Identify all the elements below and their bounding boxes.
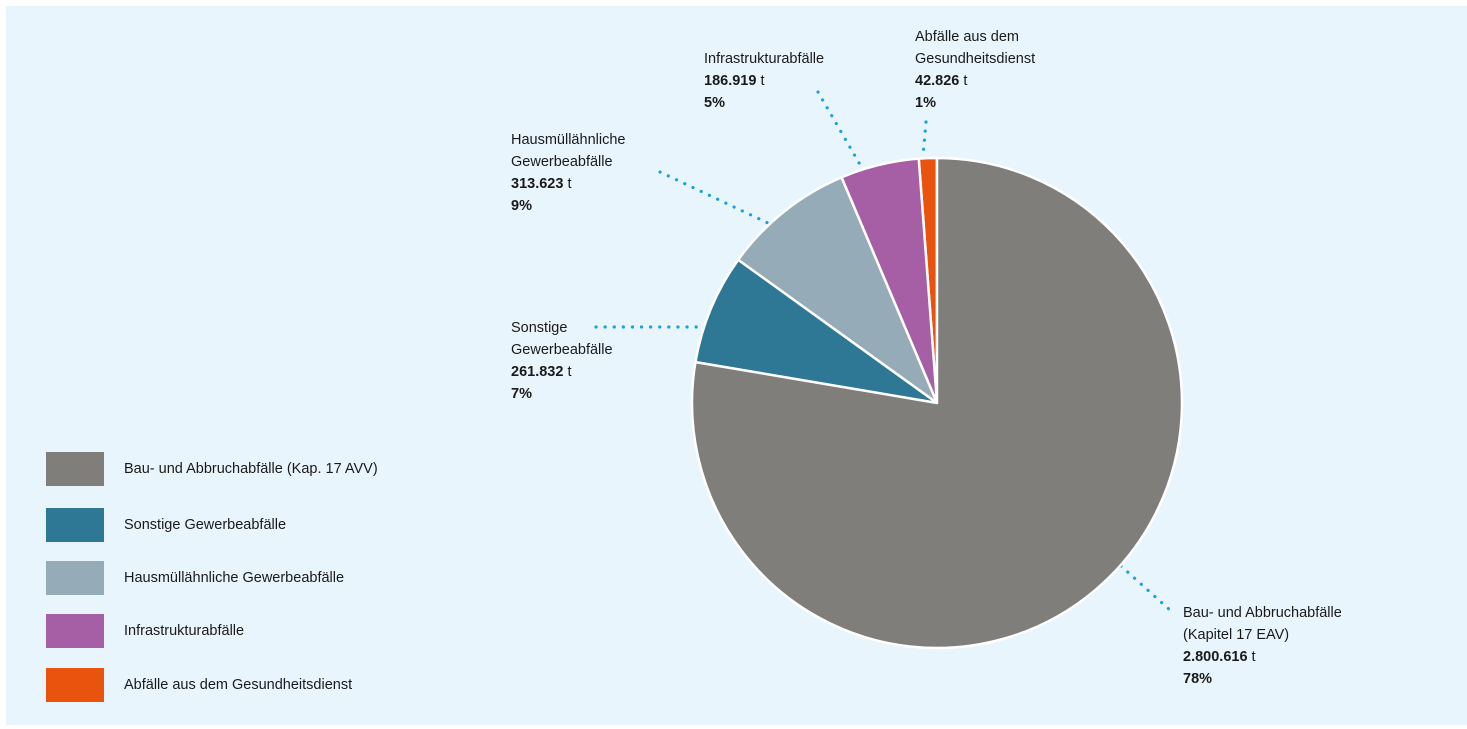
label-gesund-value: 42.826 xyxy=(915,73,960,89)
label-sonstige-percent: 7% xyxy=(511,386,532,402)
legend-item-sonstige: Sonstige Gewerbeabfälle xyxy=(46,508,286,542)
label-sonstige-name-2: Gewerbeabfälle xyxy=(511,342,613,358)
label-gesund-value-line: 42.826 t xyxy=(915,70,1035,92)
label-infrastruktur: Infrastrukturabfälle 186.919 t 5% xyxy=(704,48,824,114)
legend-swatch-bau xyxy=(46,452,104,486)
slice-bau xyxy=(690,156,1184,650)
label-haus-name-2: Gewerbeabfälle xyxy=(511,154,613,170)
label-bau-value-line: 2.800.616 t xyxy=(1183,646,1342,668)
label-haus-unit: t xyxy=(567,176,572,192)
label-infra-value: 186.919 xyxy=(704,73,757,89)
label-gesund-percent: 1% xyxy=(915,95,936,111)
pie-slices xyxy=(690,156,1184,650)
legend-swatch-gesund xyxy=(46,668,104,702)
label-sonstige-value: 261.832 xyxy=(511,364,564,380)
legend-label-infra: Infrastrukturabfälle xyxy=(124,623,245,639)
leader-infrastruktur xyxy=(816,90,864,170)
legend-swatch-sonstige xyxy=(46,508,104,542)
label-sonstige-name-1: Sonstige xyxy=(511,320,568,336)
label-sonstige: Sonstige Gewerbeabfälle 261.832 t 7% xyxy=(511,317,613,405)
label-infra-percent: 5% xyxy=(704,95,725,111)
leader-lines xyxy=(594,90,1173,613)
legend-label-sonstige: Sonstige Gewerbeabfälle xyxy=(124,517,287,533)
label-bau-value: 2.800.616 xyxy=(1183,649,1248,665)
label-haus-name-1: Hausmüllähnliche xyxy=(511,132,626,148)
slice-hausmuell xyxy=(736,176,939,405)
label-bau-unit: t xyxy=(1251,649,1256,665)
legend-swatch-infra xyxy=(46,614,104,648)
legend-swatch-haus xyxy=(46,561,104,595)
leader-hausmuell xyxy=(658,170,772,226)
label-bau-name-2: (Kapitel 17 EAV) xyxy=(1183,627,1290,643)
legend-label-gesund: Abfälle aus dem Gesundheitsdienst xyxy=(124,677,353,693)
label-gesund-name-1: Abfälle aus dem xyxy=(915,29,1019,45)
label-haus-value-line: 313.623 t xyxy=(511,173,625,195)
legend-item-infra: Infrastrukturabfälle xyxy=(46,614,244,648)
label-haus-value: 313.623 xyxy=(511,176,564,192)
label-gesundheit: Abfälle aus dem Gesundheitsdienst 42.826… xyxy=(915,26,1035,114)
label-sonstige-value-line: 261.832 t xyxy=(511,361,613,383)
pie-chart xyxy=(594,90,1184,650)
label-bau-name-1: Bau- und Abbruchabfälle xyxy=(1183,605,1342,621)
label-infra-unit: t xyxy=(760,73,765,89)
label-gesund-name-2: Gesundheitsdienst xyxy=(915,51,1036,67)
label-sonstige-unit: t xyxy=(567,364,572,380)
label-hausmuell: Hausmüllähnliche Gewerbeabfälle 313.623 … xyxy=(511,129,625,217)
label-infra-value-line: 186.919 t xyxy=(704,70,824,92)
label-haus-percent: 9% xyxy=(511,198,532,214)
chart-panel: Infrastrukturabfälle 186.919 t 5% Abfäll… xyxy=(6,6,1467,725)
label-bau-percent: 78% xyxy=(1183,671,1213,687)
legend-label-haus: Hausmüllähnliche Gewerbeabfälle xyxy=(124,570,345,586)
legend-item-gesund: Abfälle aus dem Gesundheitsdienst xyxy=(46,668,352,702)
label-infra-name: Infrastrukturabfälle xyxy=(704,51,825,67)
legend-item-bau: Bau- und Abbruchabfälle (Kap. 17 AVV) xyxy=(46,452,378,486)
leader-gesundheit xyxy=(921,120,928,158)
legend-label-bau: Bau- und Abbruchabfälle (Kap. 17 AVV) xyxy=(124,461,378,477)
leader-bau xyxy=(1119,564,1173,613)
slice-sonstige xyxy=(694,258,939,405)
legend-item-haus: Hausmüllähnliche Gewerbeabfälle xyxy=(46,561,344,595)
label-gesund-unit: t xyxy=(963,73,968,89)
label-bau: Bau- und Abbruchabfälle (Kapitel 17 EAV)… xyxy=(1183,602,1342,690)
